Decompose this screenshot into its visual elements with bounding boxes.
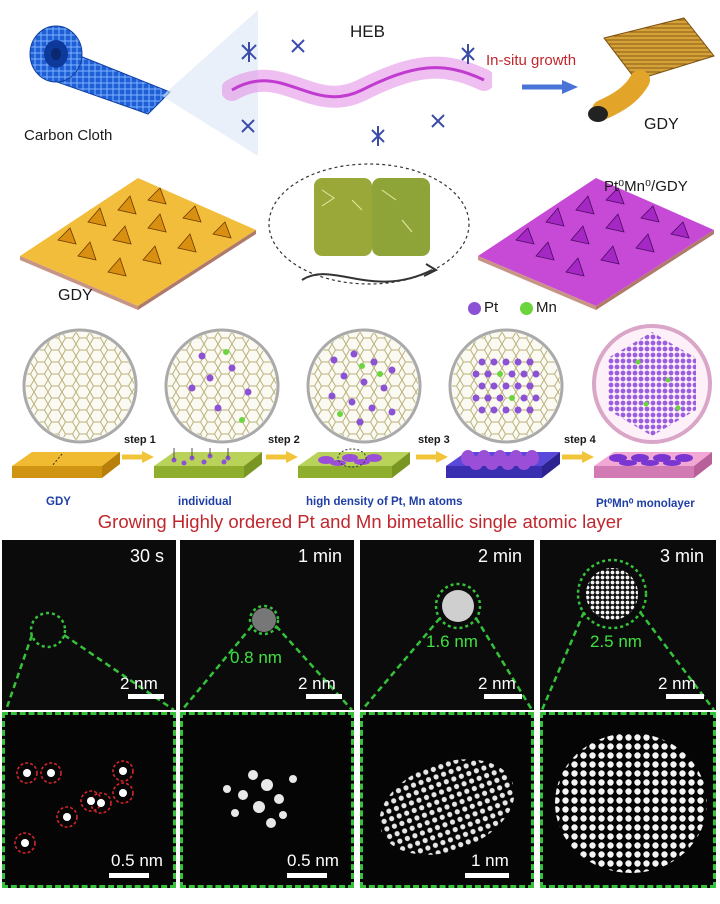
stem-time: 30 s (129, 546, 164, 566)
stem-scale: 2 nm (298, 674, 336, 693)
stem-panel-1min: 1 min 0.8 nm 2 nm (180, 540, 354, 710)
step4-arrow (562, 450, 594, 464)
stem-panel-30s: 30 s 2 nm (2, 540, 176, 710)
stem-size: 0.8 nm (230, 648, 282, 667)
substrate-high-density (298, 448, 410, 492)
pt-legend-label: Pt (484, 299, 499, 316)
stem-panel-2min: 2 min 1.6 nm 2 nm (360, 540, 534, 710)
heb-molecule-diagram (222, 20, 492, 152)
gdy-mid-label: GDY (58, 287, 93, 304)
mn-legend-label: Mn (536, 299, 557, 316)
lattice-circle-gdy (20, 326, 140, 446)
label-gdy: GDY (46, 496, 71, 508)
lattice-circle-step3 (446, 326, 566, 446)
insitu-arrow (520, 78, 580, 96)
pt-legend-dot (468, 302, 481, 315)
stem-time: 3 min (659, 546, 704, 566)
stem-time: 1 min (297, 546, 342, 566)
label-monolayer: Pt⁰Mn⁰ monolayer (596, 498, 695, 510)
stem-size: 2.5 nm (590, 632, 642, 651)
carbon-cloth-roll (20, 14, 180, 126)
stem-time: 2 min (477, 546, 522, 566)
label-individual: individual (178, 496, 232, 508)
step1-label: step 1 (124, 434, 156, 446)
stem-zoom-scale: 0.5 nm (287, 851, 339, 870)
substrate-individual (154, 448, 262, 492)
step2-label: step 2 (268, 434, 300, 446)
ptmn-substrate-illustration (466, 160, 716, 310)
lattice-circle-individual (162, 326, 282, 446)
stem-zoom-1min: 0.5 nm (180, 712, 354, 888)
step4-label: step 4 (564, 434, 596, 446)
stem-zoom-scale: 1 nm (471, 851, 509, 870)
mn-legend-dot (520, 302, 533, 315)
stem-zoom-scale: 0.5 nm (111, 851, 163, 870)
stem-zoom-30s: 0.5 nm (2, 712, 176, 888)
substrate-gdy (12, 452, 120, 492)
heb-label: HEB (350, 22, 385, 41)
zoom-cone (160, 8, 260, 158)
gdy-top-label: GDY (644, 116, 679, 133)
lattice-circle-high-density (304, 326, 424, 446)
headline: Growing Highly ordered Pt and Mn bimetal… (97, 511, 623, 532)
stem-scale: 2 nm (120, 674, 158, 693)
ptmn-gdy-label: Pt⁰Mn⁰/GDY (604, 178, 688, 195)
stem-zoom-3min (540, 712, 716, 888)
gdy-cloth-illustration (580, 10, 720, 144)
stem-scale: 2 nm (658, 674, 696, 693)
carbon-cloth-label: Carbon Cloth (24, 127, 113, 144)
substrate-monolayer (594, 448, 712, 492)
step3-label: step 3 (418, 434, 450, 446)
step2-arrow (266, 450, 298, 464)
magnified-bubble (262, 160, 476, 308)
stem-scale: 2 nm (478, 674, 516, 693)
insitu-growth-label: In-situ growth (486, 52, 577, 69)
step3-arrow (416, 450, 448, 464)
step1-arrow (122, 450, 154, 464)
stem-zoom-2min: 1 nm (360, 712, 534, 888)
substrate-step3 (446, 446, 560, 492)
gdy-substrate-illustration (18, 160, 258, 310)
stem-panel-3min: 3 min 2.5 nm 2 nm (540, 540, 716, 710)
lattice-circle-monolayer (590, 322, 714, 446)
label-high-density: high density of Pt, Mn atoms (306, 496, 463, 508)
stem-size: 1.6 nm (426, 632, 478, 651)
